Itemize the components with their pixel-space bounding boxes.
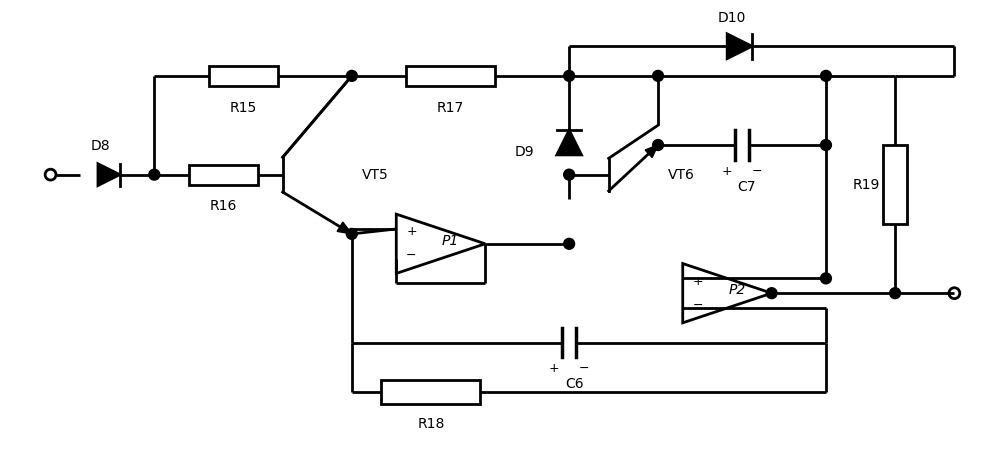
Polygon shape: [337, 222, 352, 234]
Text: C6: C6: [565, 377, 583, 391]
Text: R16: R16: [210, 199, 237, 213]
Text: +: +: [693, 275, 703, 288]
Circle shape: [564, 169, 575, 180]
Text: +: +: [549, 362, 560, 375]
Text: P2: P2: [728, 283, 746, 297]
Polygon shape: [645, 145, 658, 158]
Circle shape: [890, 288, 901, 299]
Circle shape: [766, 288, 777, 299]
Circle shape: [346, 228, 357, 239]
Text: +: +: [722, 165, 732, 178]
Bar: [406, 66, 495, 86]
Text: VT5: VT5: [362, 168, 388, 182]
Text: +: +: [406, 226, 417, 238]
Text: R17: R17: [437, 101, 464, 114]
Text: VT6: VT6: [668, 168, 695, 182]
Circle shape: [564, 238, 575, 249]
Text: −: −: [752, 165, 762, 178]
Circle shape: [149, 169, 160, 180]
Circle shape: [821, 273, 831, 284]
Text: D9: D9: [515, 145, 535, 159]
Circle shape: [821, 139, 831, 150]
Circle shape: [653, 70, 663, 81]
Circle shape: [821, 70, 831, 81]
Polygon shape: [727, 34, 752, 59]
Circle shape: [653, 139, 663, 150]
Text: D10: D10: [718, 10, 746, 25]
Text: R19: R19: [853, 178, 880, 192]
Bar: [209, 66, 278, 86]
Text: −: −: [579, 362, 589, 375]
Text: R15: R15: [230, 101, 257, 114]
Text: R18: R18: [417, 417, 445, 431]
Polygon shape: [98, 164, 120, 186]
Circle shape: [564, 70, 575, 81]
Circle shape: [346, 70, 357, 81]
Text: −: −: [406, 249, 417, 262]
Bar: [381, 380, 480, 405]
Text: D8: D8: [90, 139, 110, 153]
Text: −: −: [693, 299, 703, 311]
Bar: [189, 165, 258, 184]
Text: P1: P1: [442, 234, 459, 248]
Bar: [883, 145, 907, 224]
Text: C7: C7: [738, 180, 756, 193]
Polygon shape: [557, 130, 581, 155]
